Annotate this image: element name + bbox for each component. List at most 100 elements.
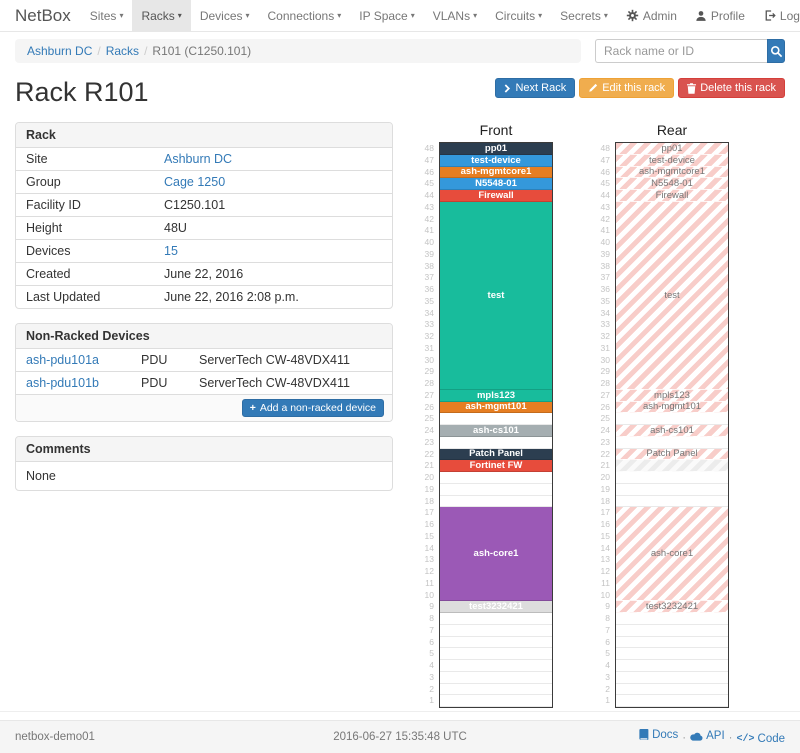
rack-unit-test[interactable]: test [616,201,728,390]
nav-item-label: IP Space [359,8,408,23]
rack-unit-ash-mgmtcore1[interactable]: ash-mgmtcore1 [616,166,728,179]
search-button[interactable] [767,39,785,63]
rack-unit-fortinet-fw[interactable]: Fortinet FW [440,460,552,472]
rack-unit-test-device[interactable]: test-device [616,154,728,167]
rack-unit-patch-panel[interactable]: Patch Panel [616,448,728,461]
rack-unit-ash-cs101[interactable]: ash-cs101 [616,425,728,437]
nav-item-sites[interactable]: Sites ▾ [81,0,133,31]
pencil-icon [589,83,598,92]
attr-label: Devices [26,244,71,258]
delete-rack-label: Delete this rack [700,82,776,94]
brand[interactable]: NetBox [15,5,71,25]
attr-value-link[interactable]: Ashburn DC [164,152,233,166]
page-footer: netbox-demo01 2016-06-27 15:35:48 UTC Do… [0,720,800,753]
rack-unit-n5548-01[interactable]: N5548-01 [616,178,728,190]
unit-number: 35 [600,295,610,306]
unit-number: 42 [424,213,434,224]
unit-number: 15 [424,530,434,541]
device-role: PDU [141,353,168,367]
attr-value-link[interactable]: 15 [164,244,178,258]
next-rack-button[interactable]: Next Rack [495,78,576,98]
nav-profile[interactable]: Profile [686,0,754,31]
rack-unit-empty [616,436,728,449]
nav-item-label: Circuits [495,8,536,23]
rack-unit-mpls123[interactable]: mpls123 [440,389,552,402]
unit-number: 22 [600,448,610,459]
footer-divider [0,711,800,712]
device-name: ash-pdu101a [26,353,141,367]
attr-value-link[interactable]: Cage 1250 [164,175,226,189]
rack-unit-pp01[interactable]: pp01 [440,143,552,155]
api-link-label: API [706,730,725,743]
nav-item-vlans[interactable]: VLANs ▾ [424,0,486,31]
rack-unit-ash-core1[interactable]: ash-core1 [616,507,728,602]
device-link[interactable]: ash-pdu101a [26,353,99,367]
rack-unit-n5548-01[interactable]: N5548-01 [440,178,552,190]
rack-unit-empty [440,483,552,496]
unit-number: 38 [600,260,610,271]
rack-unit-empty [616,683,728,696]
nav-item-devices[interactable]: Devices ▾ [191,0,259,31]
rack-unit-ash-mgmt101[interactable]: ash-mgmt101 [616,401,728,414]
chevron-down-icon: ▾ [245,11,250,20]
rack-unit-empty [616,695,728,707]
rack-unit-mpls123[interactable]: mpls123 [616,389,728,402]
rack-unit-test[interactable]: test [440,201,552,390]
unit-number: 32 [600,331,610,341]
unit-number: 42 [600,213,610,224]
footer-links: Docs · API · </> Code [528,728,786,745]
search-input[interactable] [595,39,767,63]
nav-item-racks[interactable]: Racks ▾ [132,0,191,31]
code-icon: </> [736,733,755,745]
code-link[interactable]: </> Code [737,733,786,745]
unit-number: 30 [424,354,434,365]
unit-number: 8 [605,613,610,623]
unit-number: 7 [605,624,610,635]
nav-item-label: Secrets [560,8,601,23]
unit-number: 23 [600,436,610,447]
rack-unit-pp01[interactable]: pp01 [616,143,728,155]
nav-item-circuits[interactable]: Circuits ▾ [486,0,551,31]
rack-unit-test3232421[interactable]: test3232421 [440,601,552,613]
rack-unit-fortinet-fw[interactable] [616,460,728,472]
rack-unit-ash-mgmtcore1[interactable]: ash-mgmtcore1 [440,166,552,179]
docs-link[interactable]: Docs [638,728,678,741]
unit-number: 25 [424,413,434,424]
rack-unit-patch-panel[interactable]: Patch Panel [440,448,552,461]
unit-number: 32 [424,331,434,341]
rack-unit-test3232421[interactable]: test3232421 [616,601,728,613]
api-link[interactable]: API [690,730,725,742]
rack-unit-firewall[interactable]: Firewall [440,190,552,202]
chevron-down-icon: ▾ [337,11,342,20]
rear-rack: pp01 test-device ash-mgmtcore1 N5548-01 Fire… [615,142,729,708]
delete-rack-button[interactable]: Delete this rack [678,78,785,98]
unit-number: 37 [600,272,610,283]
rack-unit-test-device[interactable]: test-device [440,154,552,167]
nav-item-secrets[interactable]: Secrets ▾ [551,0,617,31]
unit-number: 2 [605,683,610,694]
rack-unit-ash-cs101[interactable]: ash-cs101 [440,425,552,437]
nav-item-label: Racks [141,8,175,23]
nav-logout-label: Log out [779,8,800,23]
unit-number: 40 [424,237,434,247]
rack-unit-ash-mgmt101[interactable]: ash-mgmt101 [440,401,552,414]
add-nonracked-device-button[interactable]: + Add a non-racked device [241,399,384,417]
nav-admin[interactable]: Admin [617,0,686,31]
breadcrumb-item: R101 (C1250.101) [152,44,252,58]
rack-unit-ash-core1[interactable]: ash-core1 [440,507,552,602]
rack-unit-firewall[interactable]: Firewall [616,190,728,202]
breadcrumb-item[interactable]: Racks [105,44,140,58]
edit-rack-button[interactable]: Edit this rack [579,78,675,98]
rack-attr-row: Group Cage 1250 [16,171,392,194]
unit-number: 1 [429,695,434,706]
nav-logout[interactable]: Log out [754,0,800,31]
rack-panel: Rack Site Ashburn DC Group Cage 1250 Facilit… [15,122,393,309]
comments-panel-title: Comments [16,437,392,462]
attr-label: Height [26,221,63,235]
nav-item-ip-space[interactable]: IP Space ▾ [350,0,424,31]
device-link[interactable]: ash-pdu101b [26,376,99,390]
breadcrumb-item[interactable]: Ashburn DC [27,44,93,58]
unit-number: 44 [424,190,434,200]
nav-item-connections[interactable]: Connections ▾ [259,0,351,31]
unit-number: 6 [605,636,610,647]
